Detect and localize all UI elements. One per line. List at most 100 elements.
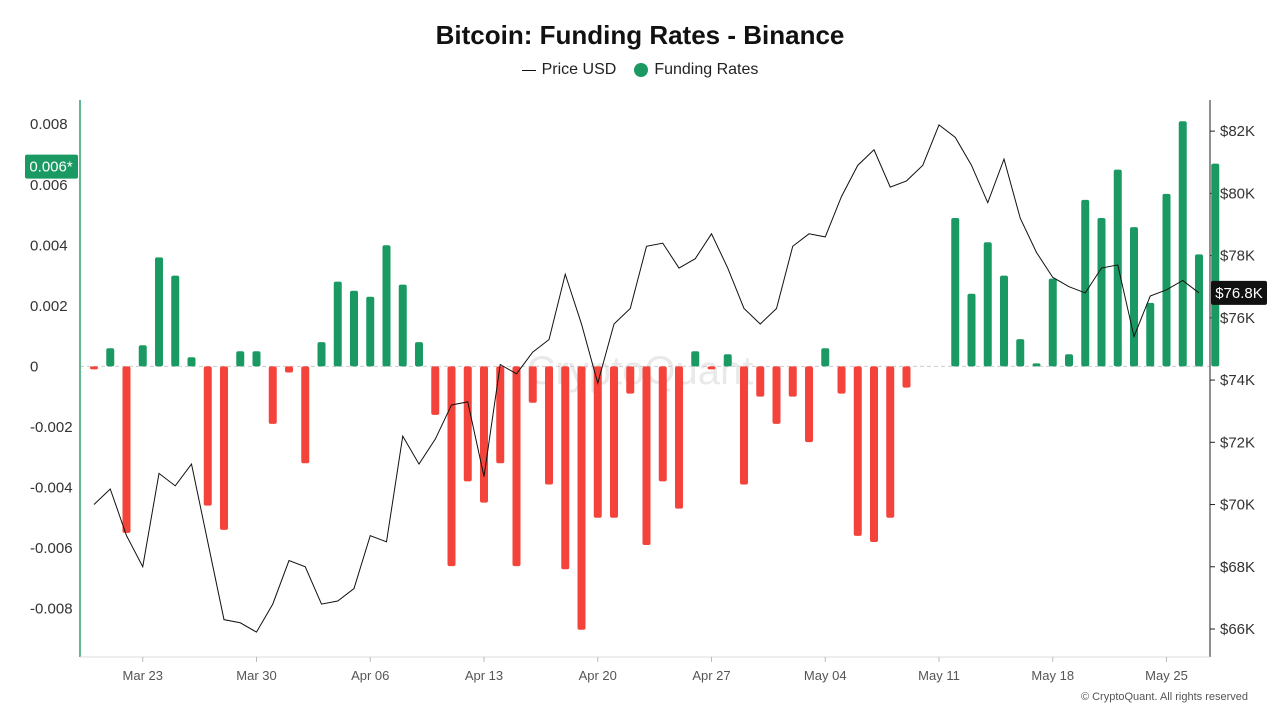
x-tick-label: Mar 30 (236, 668, 276, 683)
funding-rate-bar (220, 366, 228, 530)
funding-rate-bar (870, 366, 878, 542)
funding-rate-bar (187, 357, 196, 367)
funding-rate-bar (431, 366, 440, 415)
legend-item-price[interactable]: Price USD (521, 61, 617, 79)
legend-label-price: Price USD (541, 61, 617, 78)
funding-rate-bar (658, 366, 667, 482)
current-price-badge-label: $76.8K (1215, 285, 1263, 302)
current-funding-badge (25, 154, 78, 179)
funding-rate-bar (951, 218, 960, 367)
bars-layer (90, 121, 1220, 630)
funding-rate-bar (122, 366, 131, 533)
x-tick-label: Apr 20 (579, 668, 617, 683)
funding-rate-bar (398, 284, 407, 367)
credit-text: © CryptoQuant. All rights reserved (1080, 691, 1248, 703)
funding-rate-bar (1032, 363, 1041, 367)
y-left-tick-label: -0.006 (30, 540, 73, 557)
funding-rate-bar (1113, 169, 1122, 367)
y-left-tick-label: 0.006 (30, 177, 68, 194)
y-right-tick-label: $82K (1220, 123, 1255, 140)
legend-item-funding[interactable]: Funding Rates (634, 61, 758, 79)
watermark: CryptoQuant (527, 349, 754, 393)
x-tick-label: Mar 23 (123, 668, 163, 683)
funding-rate-bar (837, 366, 846, 394)
funding-rate-bar (545, 366, 553, 485)
funding-rate-bar (886, 366, 895, 518)
funding-rate-bar (480, 366, 488, 503)
funding-rate-bar (1162, 193, 1171, 367)
funding-rate-bar (528, 366, 537, 403)
funding-rate-bar (707, 366, 716, 370)
funding-rate-bar (333, 281, 342, 367)
funding-rate-bar (642, 366, 651, 545)
funding-rate-bar (512, 366, 521, 567)
funding-rate-bar (285, 366, 293, 373)
x-tick-label: May 25 (1145, 668, 1188, 683)
funding-rate-bar (675, 366, 683, 509)
x-tick-label: May 18 (1031, 668, 1074, 683)
funding-rate-bar (691, 351, 700, 367)
funding-rate-bar (236, 351, 245, 367)
x-tick-label: May 11 (918, 668, 960, 683)
y-right-tick-label: $74K (1220, 372, 1255, 389)
funding-rate-bar (447, 366, 456, 567)
current-funding-badge-label: 0.006* (29, 159, 73, 176)
funding-rate-bar (983, 242, 992, 367)
funding-rate-bar (415, 342, 423, 367)
badge-layer: 0.006* $76.8K (25, 154, 1267, 305)
funding-rate-bar (138, 345, 147, 367)
funding-rate-bar (90, 366, 98, 370)
funding-rate-bar (805, 366, 813, 443)
funding-rate-bar (821, 348, 830, 367)
watermark-layer: CryptoQuant (527, 349, 754, 393)
funding-rate-bar (252, 351, 261, 367)
funding-rate-bar (463, 366, 472, 482)
price-line-layer (93, 124, 1200, 633)
funding-rate-bar (106, 348, 115, 367)
current-price-badge (1211, 280, 1267, 305)
y-right-tick-label: $80K (1220, 185, 1255, 202)
funding-rate-bar (203, 366, 212, 506)
funding-rate-bar (967, 293, 976, 367)
funding-rate-bar (268, 366, 277, 424)
legend: Price USD Funding Rates (0, 61, 1280, 79)
y-left-tick-label: 0.004 (30, 237, 68, 254)
funding-rate-bar (1146, 302, 1155, 367)
dot-swatch-icon (634, 63, 649, 77)
funding-rate-bar (561, 366, 570, 570)
funding-rate-bar (740, 366, 748, 485)
chart-title: Bitcoin: Funding Rates - Binance (435, 20, 845, 50)
y-right-tick-label: $70K (1220, 497, 1255, 514)
funding-rate-bar (1081, 199, 1090, 367)
funding-rate-bar (1016, 339, 1025, 367)
x-tick-label: Apr 27 (692, 668, 730, 683)
funding-rate-bar (1065, 354, 1073, 367)
funding-rate-bar (155, 257, 163, 367)
funding-rate-bar (626, 366, 635, 394)
x-tick-label: May 04 (804, 668, 847, 683)
funding-rate-bar (1097, 218, 1106, 367)
y-left-tick-label: 0.002 (30, 298, 68, 315)
legend-label-funding: Funding Rates (654, 61, 759, 78)
funding-rate-bar (593, 366, 602, 518)
y-right-tick-label: $68K (1220, 559, 1255, 576)
funding-rate-bar (350, 290, 358, 367)
funding-rate-bar (756, 366, 765, 397)
y-right-tick-label: $76K (1220, 310, 1255, 327)
funding-rate-bar (317, 342, 326, 367)
funding-rate-bar (1178, 121, 1187, 367)
y-left-tick-label: -0.008 (30, 601, 73, 618)
funding-rate-bar (1130, 227, 1138, 367)
line-swatch-icon (521, 69, 536, 71)
funding-rate-bar (723, 354, 732, 367)
funding-rate-bar (1195, 254, 1203, 367)
price-usd-line (93, 124, 1200, 633)
funding-rate-bar (788, 366, 797, 397)
y-left-tick-label: 0 (30, 358, 38, 375)
x-tick-label: Apr 06 (351, 668, 389, 683)
y-left-tick-label: 0.008 (30, 116, 68, 133)
funding-rate-bar (902, 366, 911, 388)
y-right-tick-label: $66K (1220, 621, 1255, 638)
y-left-tick-label: -0.002 (30, 419, 73, 436)
